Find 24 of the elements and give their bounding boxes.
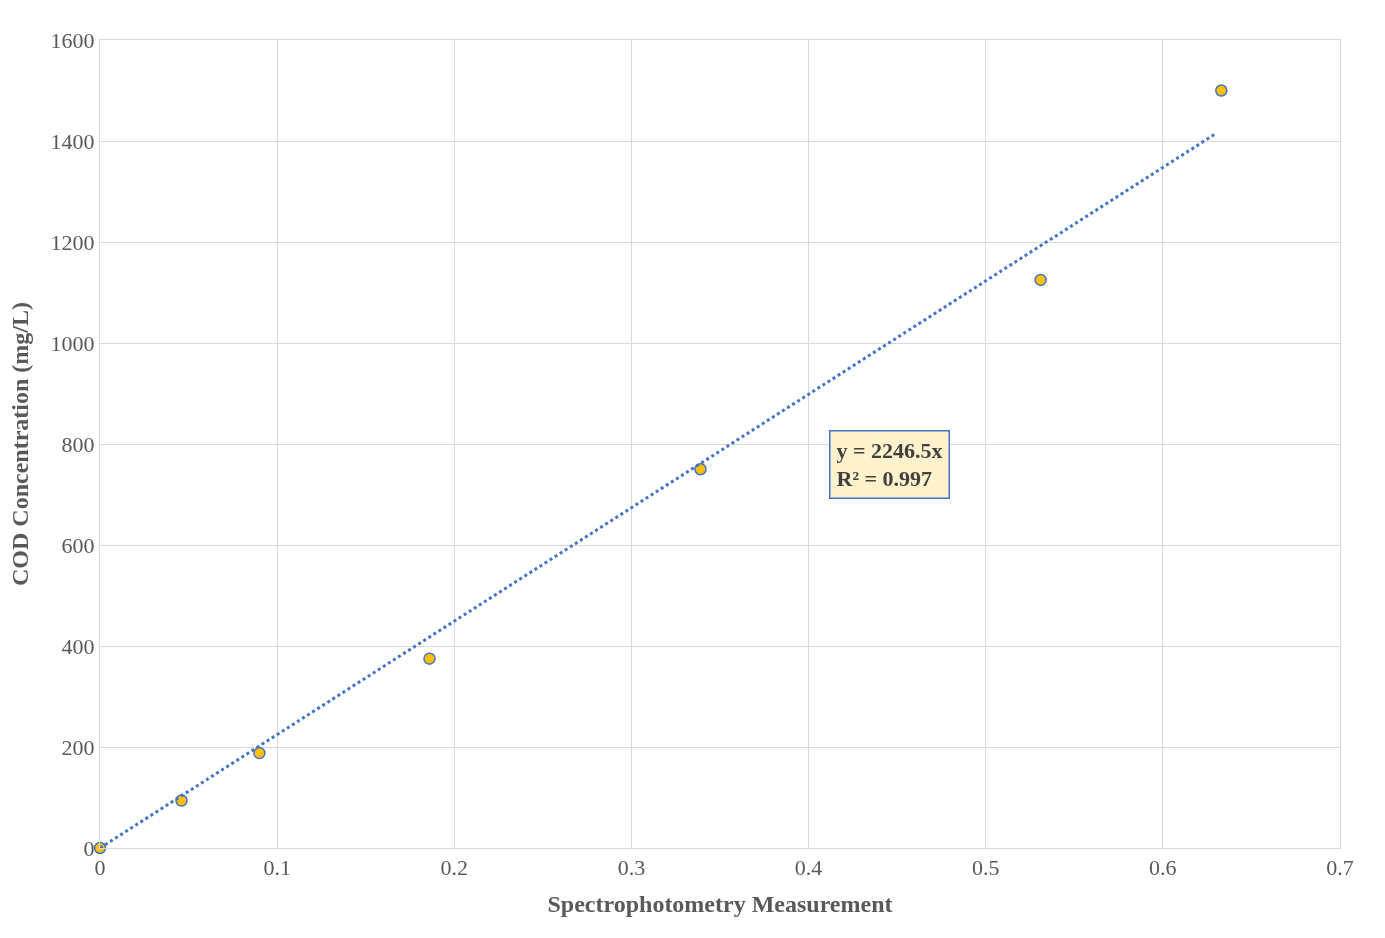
annotation: y = 2246.5x R² = 0.997 <box>836 437 943 492</box>
point <box>1215 84 1228 97</box>
point <box>423 652 436 665</box>
x-tick-label: 0.7 <box>1326 855 1354 881</box>
y-tick-label: 1400 <box>50 128 95 154</box>
x-tick-label: 0.5 <box>971 855 1000 881</box>
y-tick-label: 800 <box>61 431 95 457</box>
y-tick-label: 600 <box>61 532 95 558</box>
x-tick-label: 0.1 <box>263 855 291 881</box>
x-tick-label: 0.3 <box>617 855 646 881</box>
y-tick-label: 1000 <box>50 330 95 356</box>
x-tick-label: 0.6 <box>1149 855 1177 881</box>
y-tick-label: 1600 <box>50 27 95 53</box>
y-axis-title: COD Concentration (mg/L) <box>6 302 33 586</box>
y-tick-label: 200 <box>61 734 95 760</box>
x-tick-label: 0.2 <box>440 855 469 881</box>
y-tick-label: 0 <box>83 835 95 861</box>
point <box>694 463 707 476</box>
x-tick-label: 0.4 <box>794 855 823 881</box>
x-axis-title: Spectrophotometry Measurement <box>547 890 893 917</box>
y-tick-label: 400 <box>61 633 95 659</box>
point <box>1034 273 1047 287</box>
y-tick-label: 1200 <box>50 229 95 255</box>
point <box>253 746 266 760</box>
